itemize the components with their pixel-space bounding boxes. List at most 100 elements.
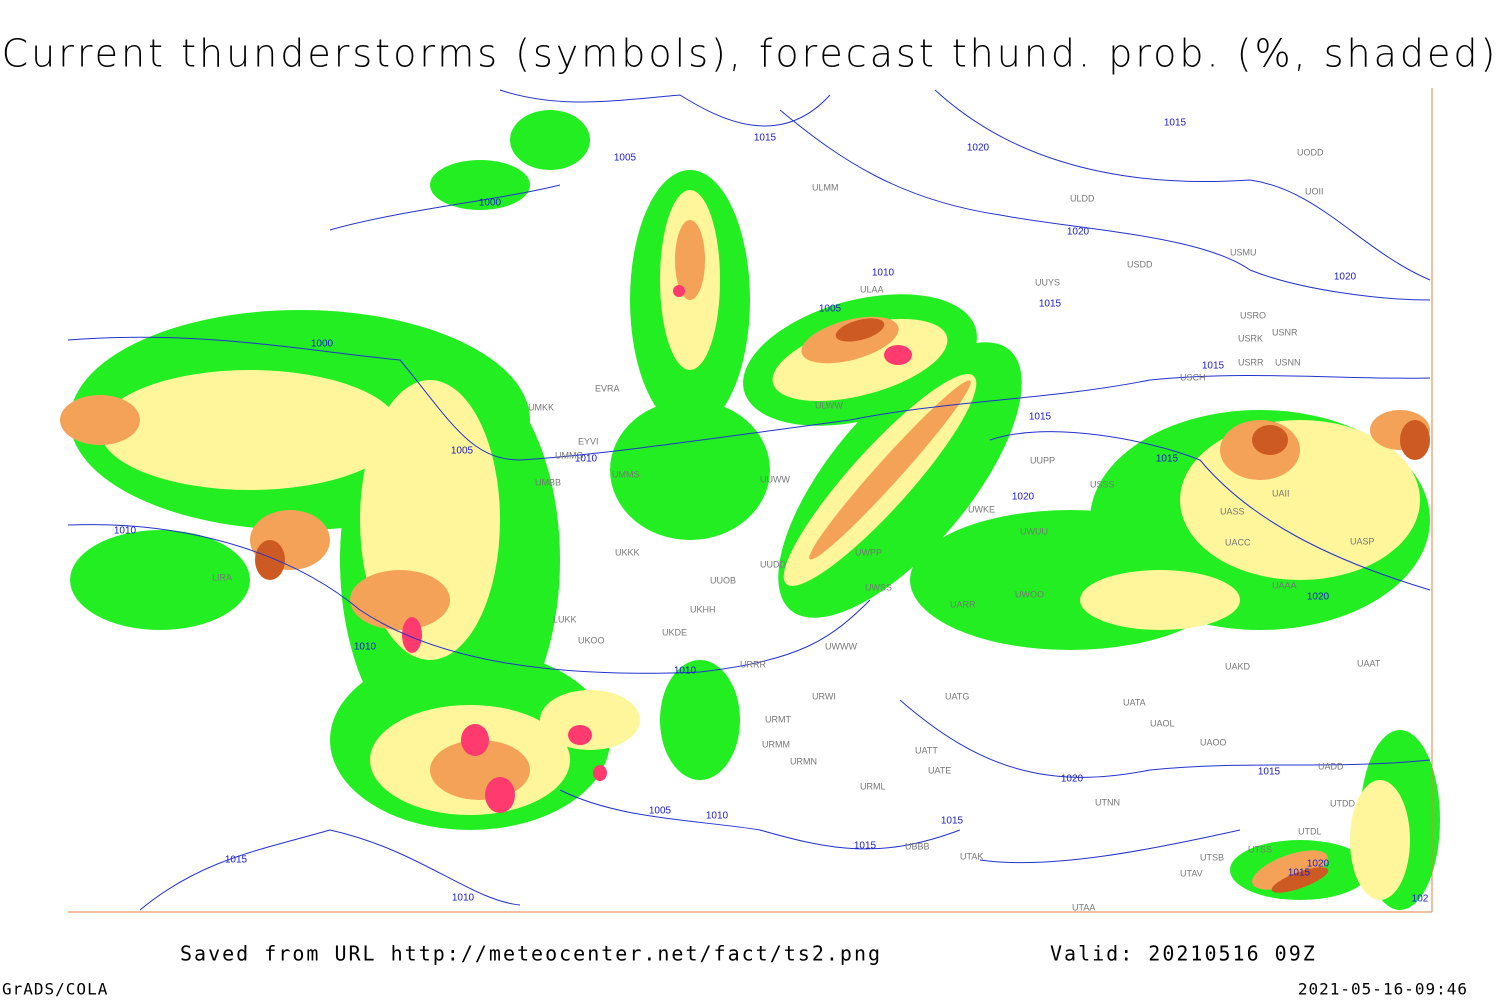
isobar-label: 1015 [1164, 118, 1187, 129]
station-label: USDD [1127, 259, 1153, 269]
shaded-area [430, 160, 530, 210]
shaded-area [1252, 850, 1328, 890]
station-label: UUYS [1035, 277, 1060, 287]
shaded-area [540, 690, 640, 750]
isobars [67, 89, 1431, 911]
station-label: LIRA [212, 572, 232, 582]
isobar-label: 1020 [1307, 592, 1330, 603]
station-label: UKHH [690, 604, 716, 614]
station-label: UKDE [662, 627, 687, 637]
isobar-label: 1010 [872, 268, 895, 279]
isobar-label: 1010 [452, 893, 475, 904]
station-label: UMKK [528, 402, 554, 412]
station-label: ULDD [1070, 193, 1095, 203]
station-label: URRR [740, 659, 766, 669]
station-label: UMMG [555, 450, 584, 460]
isobar-label: 1015 [941, 816, 964, 827]
isobar-line [989, 431, 1431, 591]
shaded-area [568, 725, 592, 745]
isobar-line [559, 789, 961, 850]
shaded-area [884, 345, 912, 365]
isobar-line [499, 89, 831, 127]
station-label: ULMM [812, 182, 839, 192]
title: Current thunderstorms (symbols), forecas… [2, 32, 1499, 76]
station-label: USSS [1090, 479, 1115, 489]
station-label: URMT [765, 714, 791, 724]
source-url: Saved from URL http://meteocenter.net/fa… [180, 942, 882, 966]
isobar-label: 1005 [649, 806, 672, 817]
shaded-area [255, 540, 285, 580]
shaded-area [1252, 425, 1288, 455]
isobar-line [779, 109, 1431, 301]
isobar-label: 102 [1412, 894, 1429, 905]
isobar-label: 1020 [1061, 774, 1084, 785]
shaded-area [510, 110, 590, 170]
shaded-area [402, 617, 422, 653]
station-label: UKKK [615, 547, 640, 557]
station-label: UASP [1350, 536, 1375, 546]
station-label: UODD [1297, 147, 1324, 157]
station-label: UACC [1225, 537, 1251, 547]
isobar-label: 1010 [575, 454, 598, 465]
isobar-label: 1015 [754, 133, 777, 144]
isobar-label: 1005 [614, 153, 637, 164]
station-label: UTDL [1298, 826, 1322, 836]
isobar-line [139, 829, 521, 911]
station-label: USNR [1272, 327, 1298, 337]
station-label: UUWW [760, 474, 790, 484]
station-label: UTAA [1072, 902, 1095, 912]
isobar-label: 1020 [1334, 272, 1357, 283]
isobar-label: 1000 [311, 339, 334, 350]
isobar-label: 1010 [114, 526, 137, 537]
station-label: UAOO [1200, 737, 1227, 747]
station-label: UMBB [535, 477, 561, 487]
station-label: UATA [1123, 697, 1146, 707]
isobar-line [329, 184, 561, 231]
isobar-label: 1015 [1039, 299, 1062, 310]
shaded-area [835, 318, 885, 342]
isobar-label: 1020 [1307, 859, 1330, 870]
station-label: USRO [1240, 310, 1266, 320]
station-label: URMM [762, 739, 790, 749]
station-label: UAAA [1272, 580, 1297, 590]
shaded-area [70, 530, 250, 630]
valid-time: Valid: 20210516 09Z [1050, 942, 1317, 966]
isobar-label: 1015 [1258, 767, 1281, 778]
station-label: UWOO [1015, 589, 1044, 599]
station-label: USRK [1238, 333, 1263, 343]
shaded-area [461, 724, 489, 756]
station-label: UAAT [1357, 658, 1381, 668]
station-label: UATE [928, 765, 951, 775]
station-label: URMN [790, 756, 817, 766]
station-label: UWPP [855, 547, 882, 557]
isobar-label: 1020 [1012, 492, 1035, 503]
shaded-area [350, 570, 450, 630]
station-label: UARR [950, 599, 976, 609]
station-label: UTSS [1248, 844, 1272, 854]
station-label: EVRA [595, 383, 620, 393]
shaded-area [1350, 780, 1410, 900]
isobar-label: 1020 [967, 143, 990, 154]
isobar-label: 1020 [1067, 227, 1090, 238]
station-label: UWUU [1020, 526, 1048, 536]
isobar-line [899, 699, 1431, 778]
station-label: UOII [1305, 186, 1324, 196]
station-label: UAKD [1225, 661, 1251, 671]
station-label: UAII [1272, 488, 1290, 498]
shaded-area [809, 380, 971, 560]
isobar-label: 1015 [1156, 454, 1179, 465]
shaded-area [673, 285, 685, 297]
isobar-label: 1015 [225, 855, 248, 866]
station-label: UTSB [1200, 852, 1224, 862]
isobar-line [979, 829, 1241, 864]
shaded-area [485, 777, 515, 813]
probability-shading [60, 110, 1440, 910]
station-label: ULWW [815, 400, 843, 410]
station-label: EYVI [578, 436, 599, 446]
station-label: UATG [945, 691, 969, 701]
isobar-label: 1005 [819, 304, 842, 315]
shaded-area [660, 660, 740, 780]
station-label: UWSS [865, 582, 892, 592]
isobar-label: 1000 [479, 198, 502, 209]
timestamp: 2021-05-16-09:46 [1298, 980, 1468, 999]
